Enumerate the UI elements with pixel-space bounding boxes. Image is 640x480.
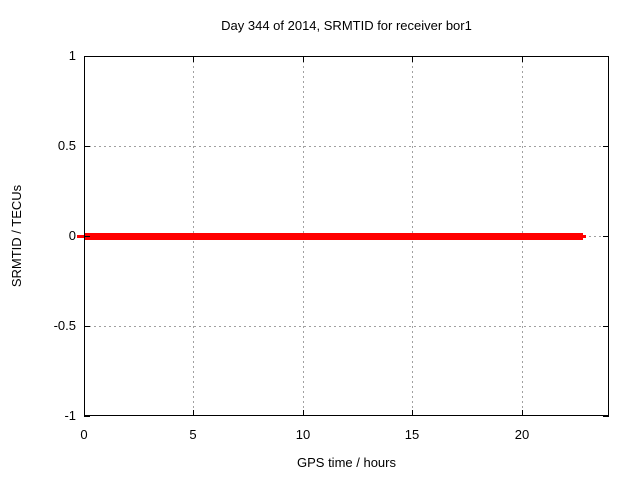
x-tick-mark — [522, 410, 523, 416]
data-line — [84, 233, 583, 240]
y-tick-mark — [603, 326, 609, 327]
x-tick-label: 0 — [80, 427, 88, 442]
y-tick-mark — [84, 416, 90, 417]
y-tick-mark — [603, 416, 609, 417]
y-tick-mark — [603, 146, 609, 147]
gridline-horizontal — [84, 326, 609, 327]
x-tick-label: 5 — [189, 427, 197, 442]
y-tick-mark — [84, 146, 90, 147]
y-tick-label: 1 — [68, 48, 76, 63]
y-tick-mark — [603, 56, 609, 57]
y-tick-mark — [603, 236, 609, 237]
y-tick-mark — [84, 326, 90, 327]
x-axis-label: GPS time / hours — [297, 455, 396, 470]
x-tick-mark — [303, 56, 304, 62]
y-axis-label: SRMTID / TECUs — [9, 184, 24, 288]
x-tick-label: 20 — [514, 427, 530, 442]
plot-area — [77, 56, 609, 417]
x-tick-mark — [193, 56, 194, 62]
y-tick-label: -0.5 — [53, 318, 76, 333]
x-tick-label: 10 — [295, 427, 311, 442]
x-tick-mark — [303, 410, 304, 416]
y-tick-mark — [84, 236, 90, 237]
y-tick-label: 0.5 — [57, 138, 76, 153]
y-tick-label: -1 — [64, 408, 76, 423]
x-tick-mark — [522, 56, 523, 62]
x-tick-mark — [412, 410, 413, 416]
x-tick-mark — [193, 410, 194, 416]
x-tick-mark — [412, 56, 413, 62]
x-tick-label: 15 — [404, 427, 420, 442]
gridline-horizontal — [84, 146, 609, 147]
chart-title: Day 344 of 2014, SRMTID for receiver bor… — [221, 18, 472, 33]
y-tick-label: 0 — [68, 228, 76, 243]
y-tick-mark — [84, 56, 90, 57]
